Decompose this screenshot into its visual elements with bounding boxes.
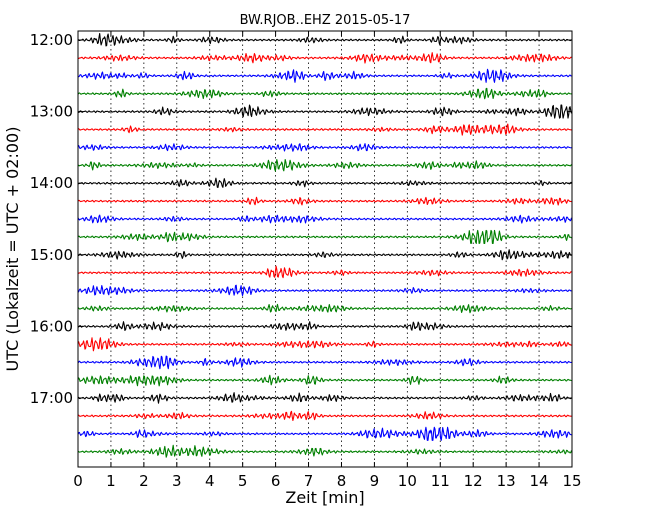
trace-1415: [77, 196, 572, 206]
x-tick-label: 0: [73, 472, 83, 490]
x-tick-label: 13: [497, 472, 516, 490]
trace-1700: [77, 392, 572, 404]
x-tick-label: 1: [106, 472, 116, 490]
trace-1615: [77, 337, 572, 352]
chart-title: BW.RJOB..EHZ 2015-05-17: [240, 13, 411, 28]
trace-1500: [77, 249, 572, 261]
x-tick-label: 3: [172, 472, 182, 490]
trace-1515: [77, 265, 572, 279]
trace-1745: [77, 444, 573, 458]
x-tick-label: 15: [562, 472, 581, 490]
y-axis: 12:00 13:00 14:00 15:00 16:00 17:00: [30, 31, 572, 407]
x-tick-label: 2: [139, 472, 149, 490]
y-tick-label: 12:00: [30, 31, 73, 49]
trace-1345: [77, 159, 572, 172]
x-tick-label: 14: [530, 472, 549, 490]
trace-1530: [77, 284, 572, 297]
trace-1330: [77, 143, 572, 152]
trace-1630: [77, 355, 572, 370]
traces-group: [77, 32, 573, 458]
x-tick-label: 10: [398, 472, 417, 490]
x-tick-label: 6: [271, 472, 281, 490]
y-tick-label: 15:00: [30, 246, 73, 264]
trace-1730: [77, 426, 572, 441]
x-tick-label: 7: [304, 472, 314, 490]
trace-1245: [77, 87, 572, 100]
trace-1200: [77, 32, 572, 47]
x-tick-label: 9: [370, 472, 380, 490]
trace-1400: [77, 177, 572, 188]
x-tick-label: 5: [238, 472, 248, 490]
x-tick-label: 12: [464, 472, 483, 490]
y-tick-label: 16:00: [30, 317, 73, 335]
trace-1715: [77, 410, 572, 422]
trace-1230: [77, 68, 572, 83]
x-tick-label: 4: [205, 472, 215, 490]
y-tick-label: 14:00: [30, 174, 73, 192]
trace-1300: [77, 104, 573, 119]
trace-1430: [77, 214, 573, 224]
y-tick-label: 13:00: [30, 103, 73, 121]
x-axis-label: Zeit [min]: [285, 488, 364, 507]
trace-1315: [77, 123, 572, 136]
grid-lines: [110, 31, 540, 467]
x-tick-label: 11: [431, 472, 450, 490]
trace-1600: [77, 321, 572, 331]
x-axis: 0 1 2 3 4 5 6 7 8 9 10 11 12 13 14 15: [73, 31, 582, 490]
x-tick-label: 8: [337, 472, 347, 490]
plot-frame: [77, 30, 573, 468]
trace-1645: [77, 374, 572, 387]
trace-1445: [77, 229, 572, 244]
y-axis-label: UTC (Lokalzeit = UTC + 02:00): [3, 127, 22, 372]
trace-1545: [77, 303, 572, 314]
y-tick-label: 17:00: [30, 389, 73, 407]
trace-1215: [77, 52, 572, 64]
